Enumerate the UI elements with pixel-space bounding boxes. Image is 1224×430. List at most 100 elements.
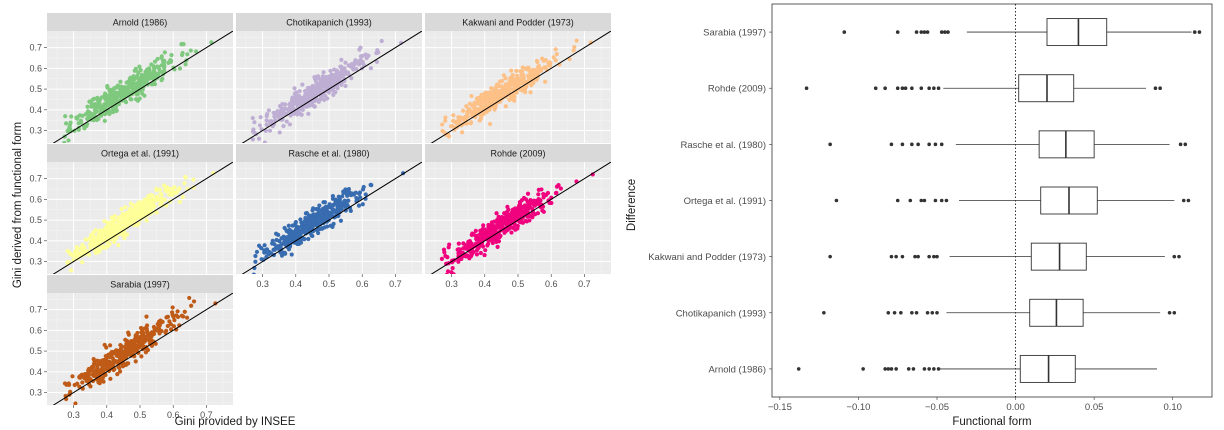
- scatter-point: [159, 196, 165, 201]
- y-tick-label: Sarabia (1997): [703, 28, 766, 39]
- scatter-points: [430, 31, 611, 143]
- scatter-point: [482, 252, 487, 258]
- scatter-point: [277, 239, 282, 244]
- scatter-point: [442, 250, 447, 255]
- scatter-point: [287, 228, 293, 233]
- scatter-point: [82, 372, 88, 377]
- scatter-point: [133, 97, 139, 102]
- scatter-point: [117, 369, 123, 374]
- scatter-points: [52, 31, 233, 143]
- scatter-point: [547, 60, 552, 65]
- scatter-point: [306, 236, 311, 242]
- scatter-point: [142, 326, 147, 331]
- scatter-point: [262, 140, 267, 143]
- scatter-point: [182, 181, 187, 186]
- outlier-point: [922, 367, 927, 371]
- scatter-point: [108, 376, 113, 381]
- scatter-point: [473, 228, 478, 234]
- scatter-point: [106, 111, 112, 116]
- scatter-point: [314, 74, 319, 79]
- scatter-point: [168, 322, 173, 327]
- outlier-point: [822, 310, 826, 315]
- outlier-point: [936, 367, 941, 371]
- scatter-point: [277, 130, 282, 135]
- scatter-point: [106, 97, 111, 102]
- scatter-point: [128, 97, 133, 102]
- scatter-point: [494, 238, 499, 243]
- outlier-point: [796, 367, 801, 371]
- y-tick-label: 0.4: [29, 105, 42, 115]
- scatter-point: [440, 128, 445, 134]
- scatter-point: [312, 217, 318, 222]
- scatter-point: [158, 321, 163, 326]
- scatter-point: [170, 312, 175, 317]
- scatter-facet-grid: Arnold (1986) 0.3 0.4 0.5 0.6 0.7 Chotikapanic…: [12, 13, 611, 428]
- outlier-point: [919, 30, 924, 34]
- scatter-point: [524, 219, 529, 224]
- x-tick-label: 0.5: [134, 410, 147, 420]
- scatter-point: [116, 243, 121, 248]
- scatter-point: [349, 76, 354, 81]
- scatter-point: [110, 351, 115, 356]
- scatter-point: [149, 82, 155, 87]
- scatter-point: [353, 60, 358, 65]
- scatter-point: [506, 226, 511, 231]
- scatter-point: [309, 226, 314, 231]
- scatter-point: [82, 376, 87, 381]
- scatter-point: [80, 113, 85, 118]
- facet-strip-label: Rohde (2009): [490, 149, 545, 159]
- scatter-point: [467, 246, 473, 252]
- scatter-point: [494, 90, 499, 95]
- scatter-point: [374, 59, 379, 65]
- box: [1046, 18, 1108, 47]
- scatter-point: [131, 75, 137, 80]
- scatter-point: [293, 222, 298, 227]
- outlier-point: [932, 254, 936, 259]
- scatter-point: [142, 81, 147, 86]
- scatter-point: [175, 309, 180, 314]
- scatter-point: [509, 68, 514, 73]
- scatter-point: [523, 90, 528, 95]
- outlier-point: [930, 310, 935, 315]
- scatter-point: [476, 100, 482, 105]
- scatter-point: [113, 105, 118, 110]
- scatter-point: [541, 192, 546, 197]
- scatter-point: [456, 259, 461, 264]
- scatter-point: [444, 272, 449, 274]
- outlier-point: [873, 86, 878, 91]
- scatter-point: [97, 247, 102, 252]
- outlier-point: [919, 198, 924, 203]
- scatter-point: [103, 225, 108, 230]
- scatter-point: [488, 101, 493, 106]
- scatter-point: [108, 343, 113, 348]
- scatter-point: [340, 74, 345, 79]
- scatter-point: [264, 113, 269, 119]
- scatter-point: [349, 192, 354, 198]
- y-tick-label: 0.6: [29, 325, 42, 335]
- scatter-point: [124, 347, 130, 352]
- scatter-point: [527, 72, 532, 78]
- scatter-point: [69, 268, 74, 273]
- scatter-point: [472, 110, 477, 115]
- outlier-point: [927, 86, 931, 91]
- outlier-point: [908, 198, 913, 203]
- scatter-point: [124, 232, 130, 237]
- scatter-point: [109, 222, 115, 227]
- scatter-point: [111, 109, 116, 115]
- scatter-point: [492, 86, 497, 91]
- scatter-point: [324, 206, 330, 211]
- scatter-point: [95, 98, 100, 103]
- scatter-point: [109, 226, 114, 231]
- scatter-point: [290, 231, 295, 237]
- scatter-point: [152, 59, 158, 64]
- scatter-point: [172, 317, 177, 323]
- scatter-point: [99, 105, 104, 110]
- facet-strip: [47, 275, 233, 293]
- scatter-point: [252, 120, 257, 125]
- scatter-point: [142, 73, 147, 78]
- x-tick-label: 0.7: [200, 410, 213, 420]
- x-tick-label: −0.15: [768, 402, 792, 413]
- outlier-point: [1158, 86, 1162, 91]
- outlier-point: [946, 30, 950, 34]
- outlier-point: [900, 86, 905, 91]
